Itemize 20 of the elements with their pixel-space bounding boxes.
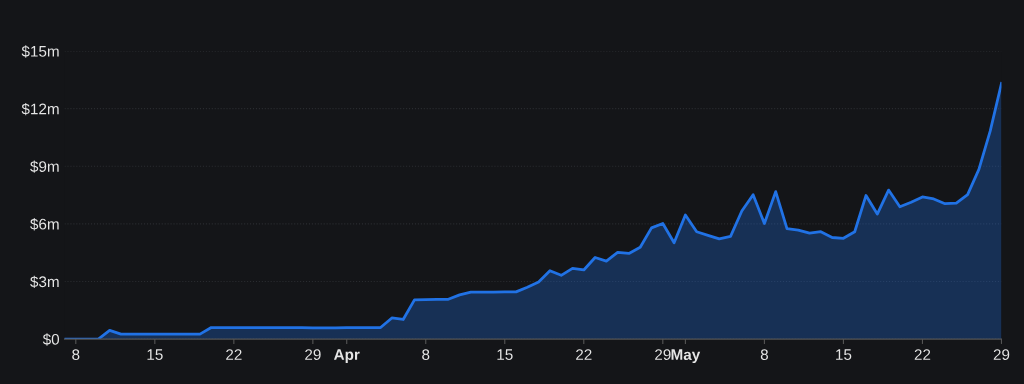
x-tick-label: 15 <box>147 349 163 361</box>
x-tick-label: 29 <box>305 349 321 361</box>
x-tick-label: Apr <box>333 349 360 364</box>
x-tick-label: May <box>671 349 701 364</box>
y-tick-label: $6m <box>30 218 59 231</box>
x-tick-label: 22 <box>576 349 592 360</box>
y-tick-label: $9m <box>30 160 59 173</box>
x-tick-label: 8 <box>760 349 768 361</box>
x-tick-label: 22 <box>226 349 242 360</box>
x-tick-label: 8 <box>422 349 430 361</box>
y-tick-label: $12m <box>21 102 59 116</box>
x-tick-label: 22 <box>914 349 931 360</box>
x-tick-label: 15 <box>836 349 852 361</box>
x-tick-label: 29 <box>655 349 671 361</box>
x-tick-label: 29 <box>993 349 1010 361</box>
y-tick-label: $3m <box>30 275 59 289</box>
y-tick-label: $0 <box>42 333 60 346</box>
x-tick-label: 8 <box>72 349 80 361</box>
y-tick-label: $15m <box>21 45 59 58</box>
x-tick-label: 15 <box>497 349 513 361</box>
